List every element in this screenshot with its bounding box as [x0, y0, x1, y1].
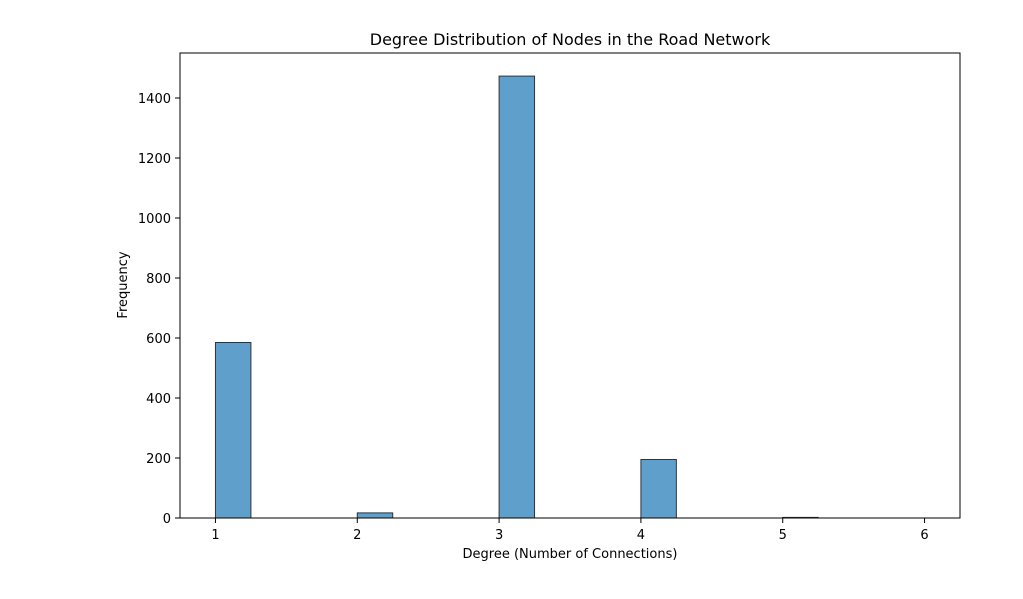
y-tick-label: 200: [146, 452, 171, 467]
x-tick-label: 1: [211, 528, 219, 543]
y-tick-label: 600: [146, 332, 171, 347]
y-tick-label: 1000: [138, 212, 171, 227]
x-tick-label: 2: [353, 528, 361, 543]
bars-group: [214, 75, 819, 519]
y-tick-label: 400: [146, 392, 171, 407]
plot-area-frame: [179, 52, 961, 519]
x-tick-label: 4: [637, 528, 645, 543]
histogram-bar-2: [356, 512, 394, 519]
x-tick-label: 3: [495, 528, 503, 543]
y-tick-label: 0: [163, 512, 171, 527]
x-tick-label: 5: [779, 528, 787, 543]
histogram-bar-4: [640, 459, 677, 519]
chart-title: Degree Distribution of Nodes in the Road…: [370, 30, 771, 49]
y-tick-label: 1400: [138, 92, 171, 107]
histogram-bar-3: [498, 75, 536, 519]
histogram-bar-1: [214, 342, 252, 519]
y-axis-label: Frequency: [116, 251, 131, 318]
x-axis-label: Degree (Number of Connections): [463, 547, 678, 562]
x-tick-label: 6: [920, 528, 928, 543]
y-axis-ticks: 0 200 400 600 800 1000 1200 1400: [138, 92, 180, 527]
y-tick-label: 1200: [138, 152, 171, 167]
x-axis-ticks: 1 2 3 4 5 6: [211, 518, 929, 543]
y-tick-label: 800: [146, 272, 171, 287]
